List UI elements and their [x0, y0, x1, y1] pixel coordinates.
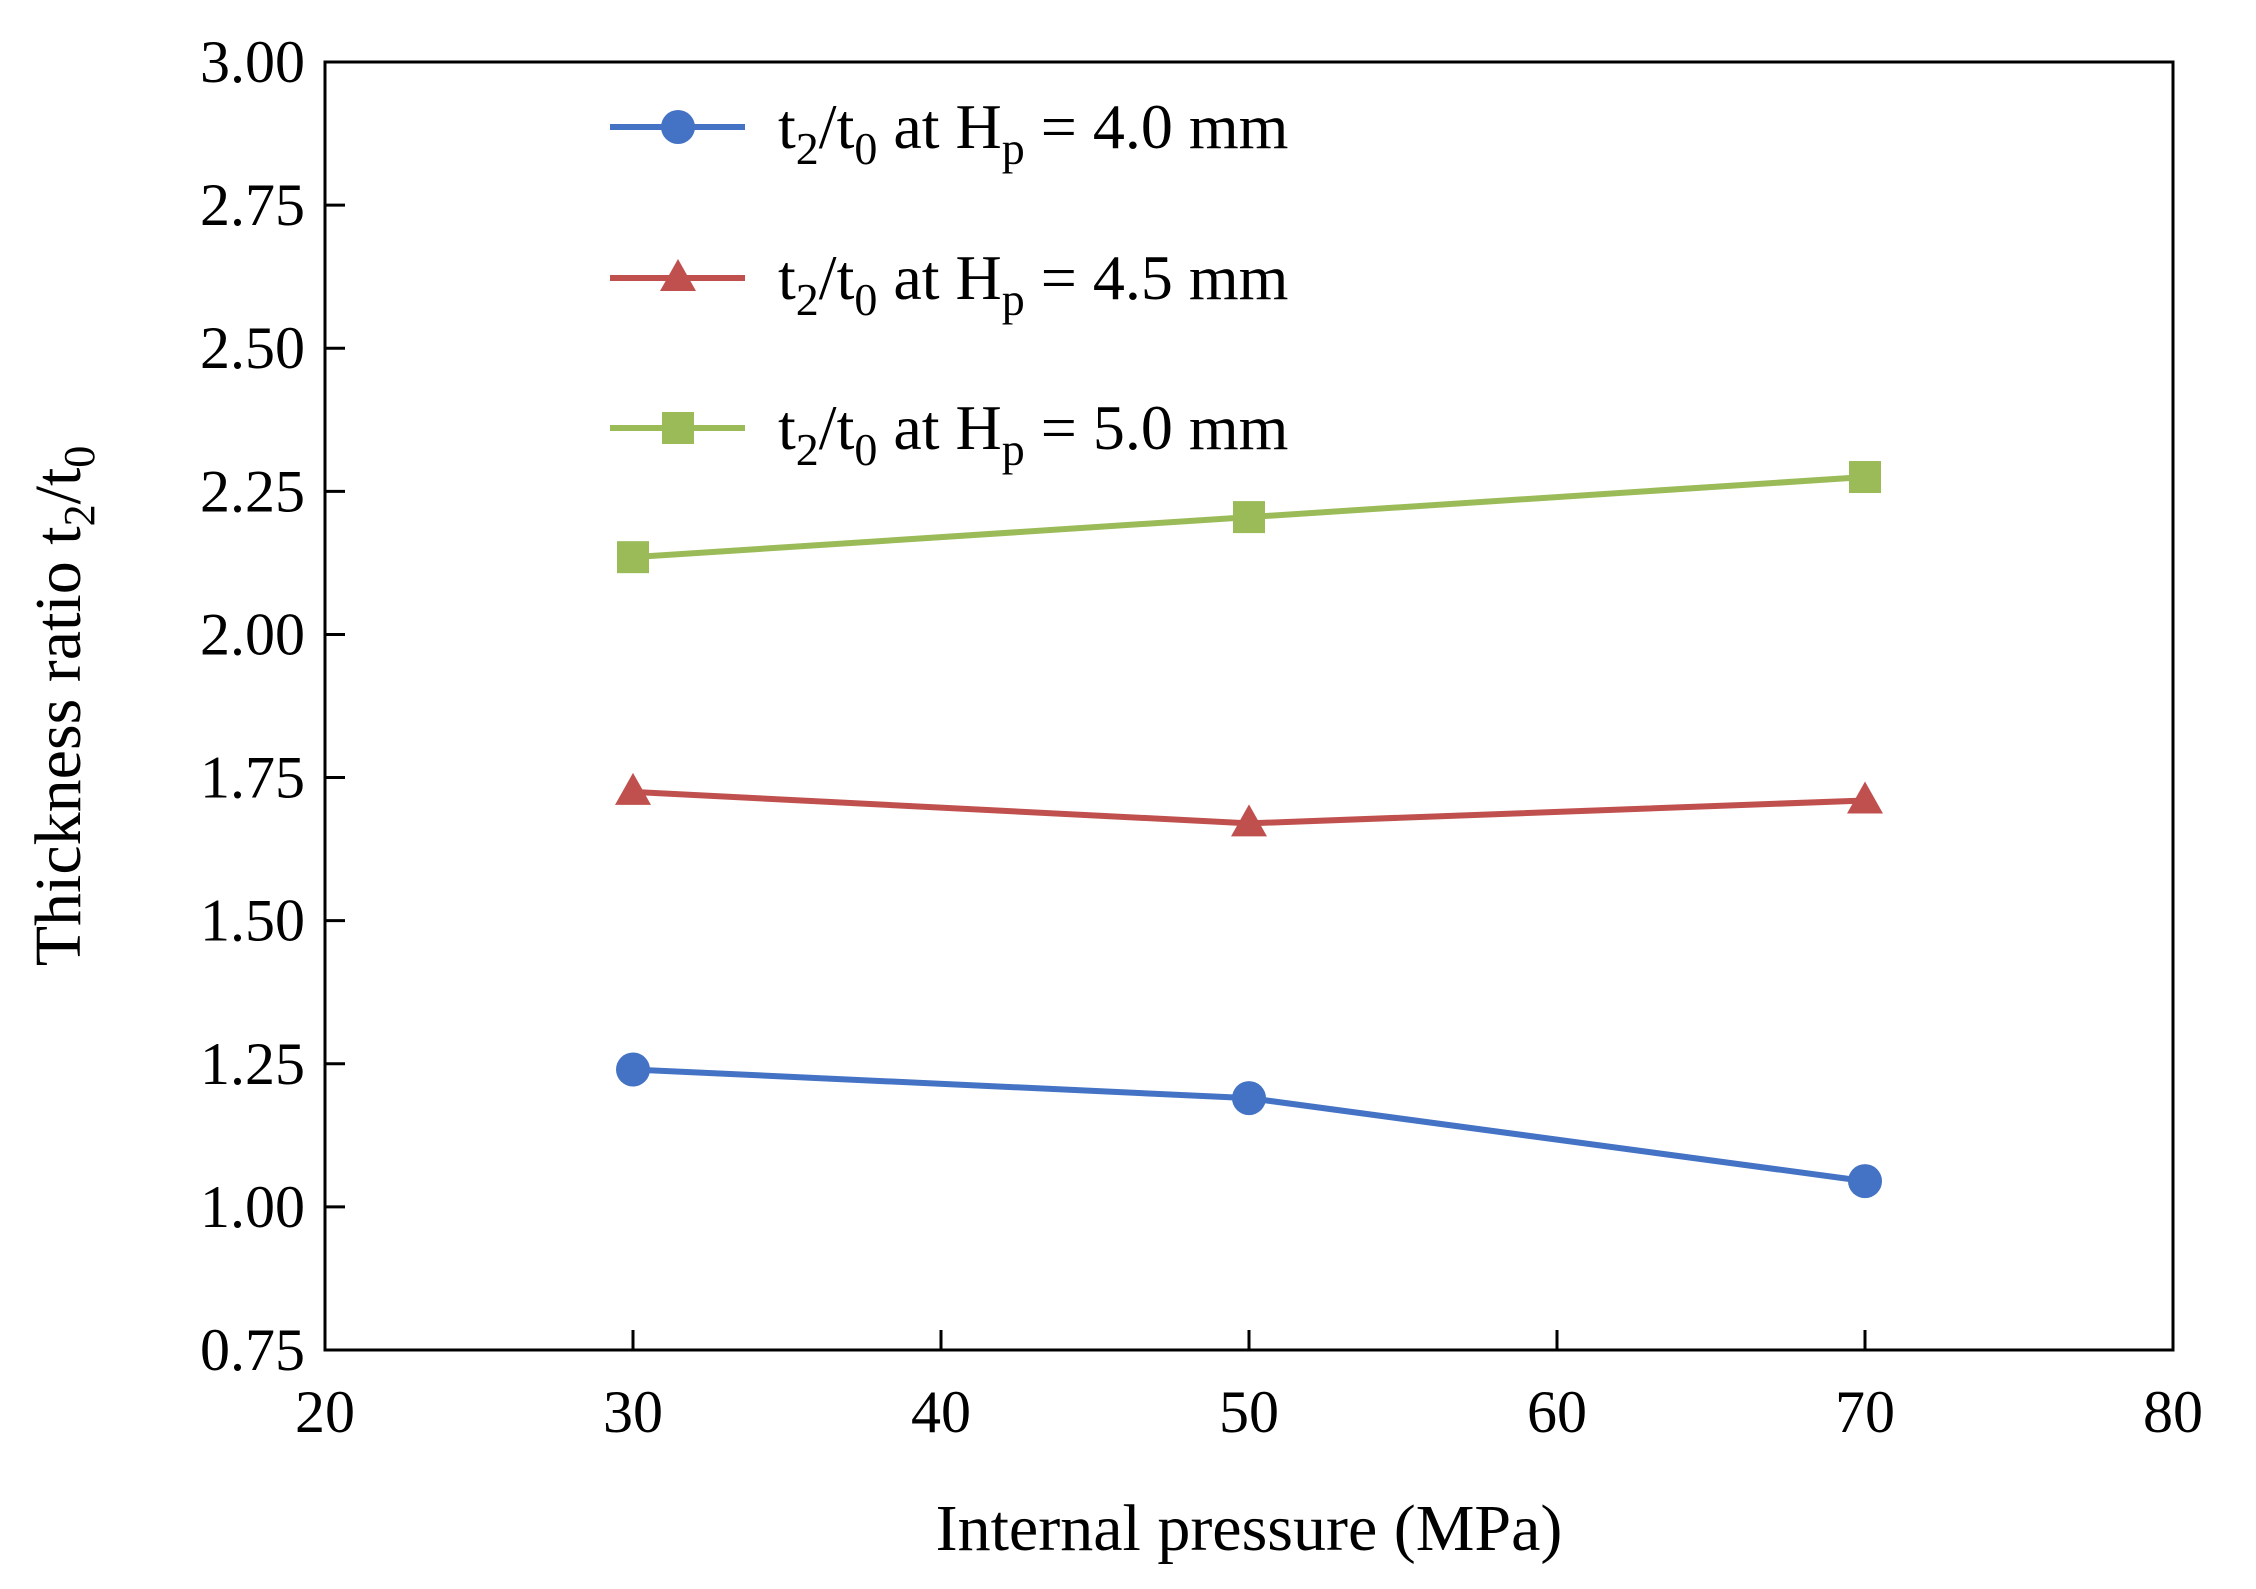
y-axis-ticks: 0.75 1.00 1.25 1.50 1.75 2.00 2.25 2.50 2.75 3.00	[200, 29, 345, 1383]
legend-marker	[662, 412, 694, 444]
x-axis-ticks: 20 30 40 50 60 70 80	[295, 1330, 2203, 1445]
legend-label: t2/t0 at Hp = 4.5 mm	[778, 242, 1288, 325]
y-axis-title-sub1: 2	[55, 504, 104, 526]
y-tick-label: 1.50	[200, 888, 305, 954]
legend-label-part: p	[1002, 274, 1025, 325]
x-tick-label: 40	[911, 1379, 971, 1445]
legend-label-part: p	[1002, 424, 1025, 475]
y-tick-label: 2.50	[200, 315, 305, 381]
legend-label-part: at H	[877, 242, 1001, 313]
x-tick-label: 60	[1527, 1379, 1587, 1445]
legend-label-part: t	[778, 392, 796, 463]
data-point	[615, 772, 651, 805]
x-tick-label: 20	[295, 1379, 355, 1445]
y-axis-title: Thickness ratio t2/t0	[22, 446, 104, 967]
y-tick-label: 2.75	[200, 172, 305, 238]
y-axis-title-sub2: 0	[55, 446, 104, 468]
x-tick-label: 30	[603, 1379, 663, 1445]
legend-label-part: = 4.5 mm	[1025, 242, 1289, 313]
data-point	[1231, 804, 1267, 837]
y-tick-label: 3.00	[200, 29, 305, 95]
x-tick-label: 70	[1835, 1379, 1895, 1445]
series-1	[616, 1052, 1882, 1199]
legend-label-part: /t	[819, 242, 855, 313]
legend-label-part: 2	[796, 123, 819, 174]
y-tick-label: 1.25	[200, 1031, 305, 1097]
legend-entry-3: t2/t0 at Hp = 5.0 mm	[610, 392, 1288, 475]
legend-label-part: /t	[819, 392, 855, 463]
legend-label: t2/t0 at Hp = 4.0 mm	[778, 91, 1288, 174]
legend-label-part: 2	[796, 274, 819, 325]
data-point	[616, 1052, 650, 1087]
x-tick-label: 50	[1219, 1379, 1279, 1445]
legend-entry-2: t2/t0 at Hp = 4.5 mm	[610, 242, 1288, 325]
data-point	[1847, 781, 1883, 814]
legend-marker	[660, 259, 696, 291]
data-point	[1233, 501, 1265, 534]
series-3	[617, 461, 1881, 574]
legend-label-part: t	[778, 91, 796, 162]
x-tick-label: 80	[2143, 1379, 2203, 1445]
data-point	[1232, 1081, 1266, 1116]
data-point	[1849, 461, 1881, 494]
legend-marker	[661, 110, 695, 144]
legend-label-part: 0	[854, 123, 877, 174]
legend-label-part: at H	[877, 91, 1001, 162]
legend-label-part: t	[778, 242, 796, 313]
y-tick-label: 0.75	[200, 1317, 305, 1383]
legend-entry-1: t2/t0 at Hp = 4.0 mm	[610, 91, 1288, 174]
y-axis-title-mid: /t	[22, 468, 95, 505]
y-tick-label: 2.00	[200, 601, 305, 667]
legend-label: t2/t0 at Hp = 5.0 mm	[778, 392, 1288, 475]
series-2	[615, 772, 1883, 837]
legend-label-part: /t	[819, 91, 855, 162]
x-axis-title: Internal pressure (MPa)	[936, 1492, 1563, 1565]
y-axis-title-main: Thickness ratio t	[22, 526, 95, 966]
legend-label-part: = 5.0 mm	[1025, 392, 1289, 463]
series-layer	[615, 461, 1883, 1199]
y-tick-label: 1.00	[200, 1174, 305, 1240]
legend-label-part: 2	[796, 424, 819, 475]
legend-label-part: 0	[854, 424, 877, 475]
legend-label-part: at H	[877, 392, 1001, 463]
data-point	[617, 541, 649, 574]
legend-label-part: 0	[854, 274, 877, 325]
legend-label-part: = 4.0 mm	[1025, 91, 1289, 162]
data-point	[1848, 1164, 1882, 1199]
legend-label-part: p	[1002, 123, 1025, 174]
y-tick-label: 2.25	[200, 458, 305, 524]
y-tick-label: 1.75	[200, 745, 305, 811]
